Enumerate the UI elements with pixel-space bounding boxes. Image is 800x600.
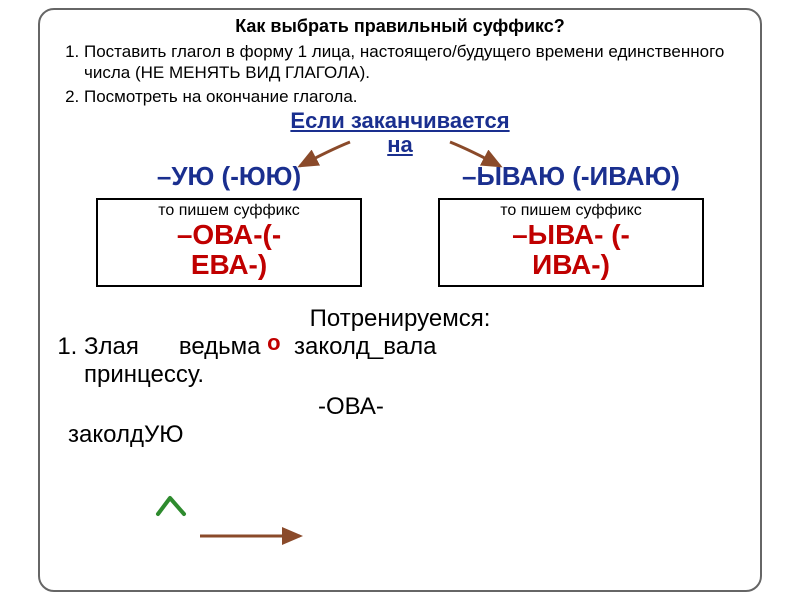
split-arrow-left-icon (0, 0, 800, 600)
